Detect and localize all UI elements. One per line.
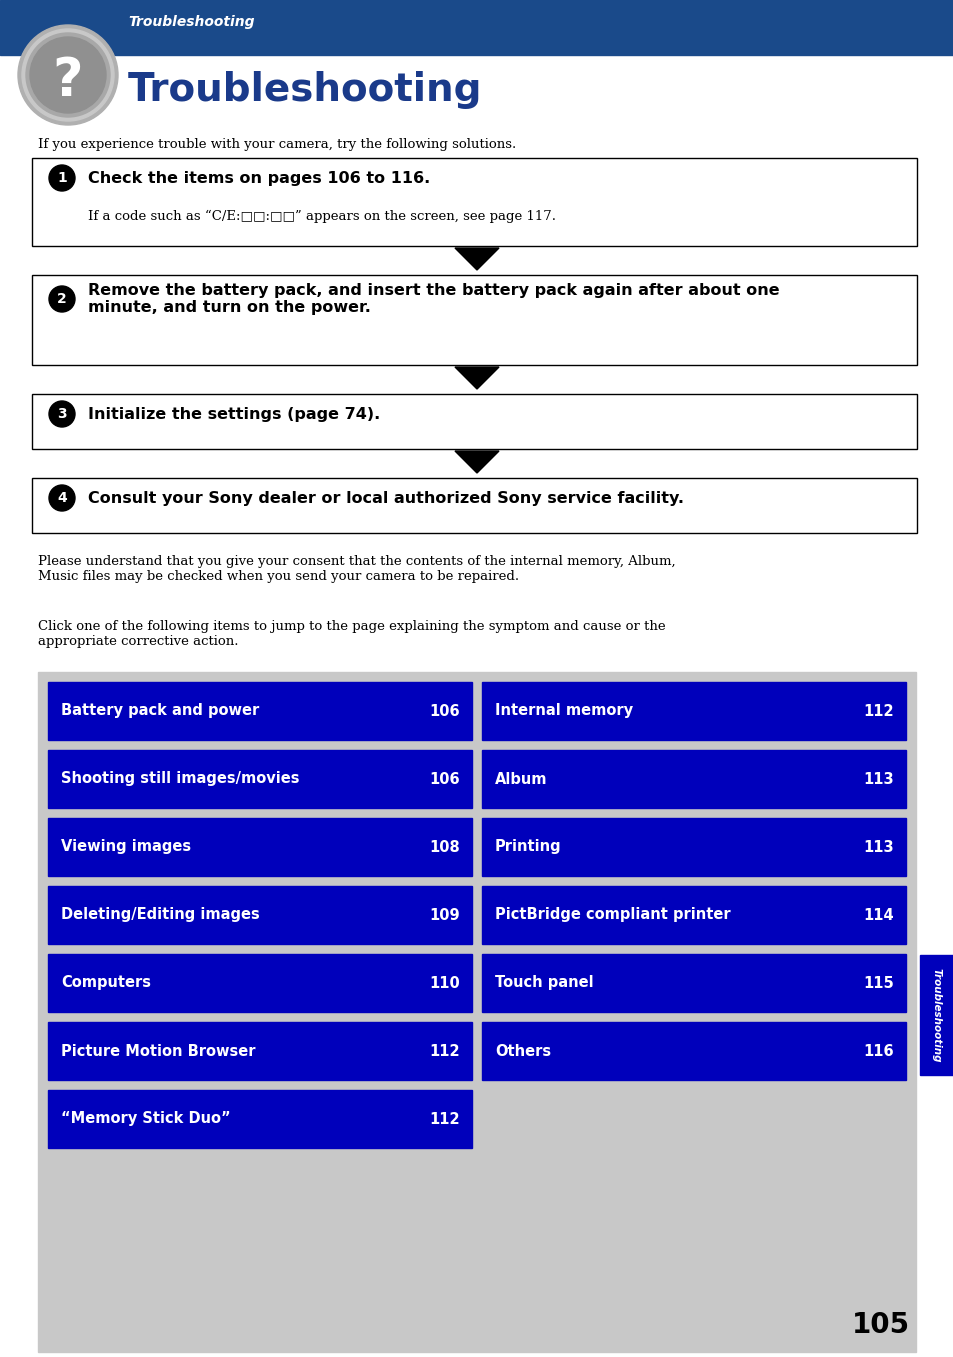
Text: Click one of the following items to jump to the page explaining the symptom and : Click one of the following items to jump… (38, 620, 665, 649)
Text: 116: 116 (862, 1044, 893, 1058)
Bar (48, 750, 472, 807)
Text: Others: Others (495, 1044, 551, 1058)
Text: 109: 109 (429, 908, 459, 923)
Bar (32, 478, 916, 533)
Circle shape (49, 166, 75, 191)
Bar (32, 157, 916, 246)
Text: Please understand that you give your consent that the contents of the internal m: Please understand that you give your con… (38, 555, 675, 584)
Text: Touch panel: Touch panel (495, 976, 593, 991)
Text: 2: 2 (57, 292, 67, 305)
Text: 3: 3 (57, 407, 67, 421)
Text: Check the items on pages 106 to 116.: Check the items on pages 106 to 116. (88, 171, 430, 186)
Bar (481, 886, 905, 944)
Bar (48, 1090, 472, 1148)
Bar (919, 955, 953, 1075)
Text: Album: Album (495, 772, 547, 787)
Bar (0, 0, 953, 56)
Bar (32, 394, 916, 449)
Bar (48, 1022, 472, 1080)
Text: Printing: Printing (495, 840, 561, 855)
Text: 113: 113 (862, 840, 893, 855)
Circle shape (22, 28, 113, 121)
Text: Picture Motion Browser: Picture Motion Browser (61, 1044, 255, 1058)
Text: Battery pack and power: Battery pack and power (61, 703, 259, 718)
Text: Internal memory: Internal memory (495, 703, 633, 718)
Text: PictBridge compliant printer: PictBridge compliant printer (495, 908, 730, 923)
Text: 114: 114 (862, 908, 893, 923)
Bar (481, 954, 905, 1012)
Text: Consult your Sony dealer or local authorized Sony service facility.: Consult your Sony dealer or local author… (88, 490, 683, 506)
Circle shape (30, 37, 106, 113)
Text: 110: 110 (429, 976, 459, 991)
Bar (48, 683, 472, 740)
Text: 106: 106 (429, 772, 459, 787)
Text: 108: 108 (429, 840, 459, 855)
Bar (48, 954, 472, 1012)
Text: Troubleshooting: Troubleshooting (931, 968, 941, 1063)
Circle shape (49, 484, 75, 512)
Text: Viewing images: Viewing images (61, 840, 191, 855)
Text: Troubleshooting: Troubleshooting (128, 15, 254, 28)
Text: Shooting still images/movies: Shooting still images/movies (61, 772, 299, 787)
Bar (38, 672, 915, 1352)
Text: ?: ? (52, 56, 83, 107)
Text: If you experience trouble with your camera, try the following solutions.: If you experience trouble with your came… (38, 138, 516, 151)
Circle shape (26, 33, 110, 117)
Text: 106: 106 (429, 703, 459, 718)
Text: 112: 112 (862, 703, 893, 718)
Bar (481, 683, 905, 740)
Text: Deleting/Editing images: Deleting/Editing images (61, 908, 259, 923)
Text: Remove the battery pack, and insert the battery pack again after about one
minut: Remove the battery pack, and insert the … (88, 282, 779, 315)
Text: 112: 112 (429, 1044, 459, 1058)
Circle shape (49, 402, 75, 427)
Bar (48, 818, 472, 877)
Text: 115: 115 (862, 976, 893, 991)
Text: Computers: Computers (61, 976, 151, 991)
Polygon shape (455, 248, 498, 270)
Text: 4: 4 (57, 491, 67, 505)
Text: If a code such as “C/E:□□:□□” appears on the screen, see page 117.: If a code such as “C/E:□□:□□” appears on… (88, 209, 556, 223)
Bar (48, 886, 472, 944)
Polygon shape (455, 366, 498, 389)
Text: Initialize the settings (page 74).: Initialize the settings (page 74). (88, 407, 380, 422)
Text: “Memory Stick Duo”: “Memory Stick Duo” (61, 1111, 231, 1126)
Text: 105: 105 (851, 1311, 909, 1339)
Text: 113: 113 (862, 772, 893, 787)
Bar (481, 1022, 905, 1080)
Bar (481, 750, 905, 807)
Bar (481, 818, 905, 877)
Bar (32, 275, 916, 365)
Circle shape (18, 24, 118, 125)
Text: Troubleshooting: Troubleshooting (128, 71, 482, 109)
Polygon shape (455, 451, 498, 474)
Text: 112: 112 (429, 1111, 459, 1126)
Circle shape (49, 286, 75, 312)
Text: 1: 1 (57, 171, 67, 185)
